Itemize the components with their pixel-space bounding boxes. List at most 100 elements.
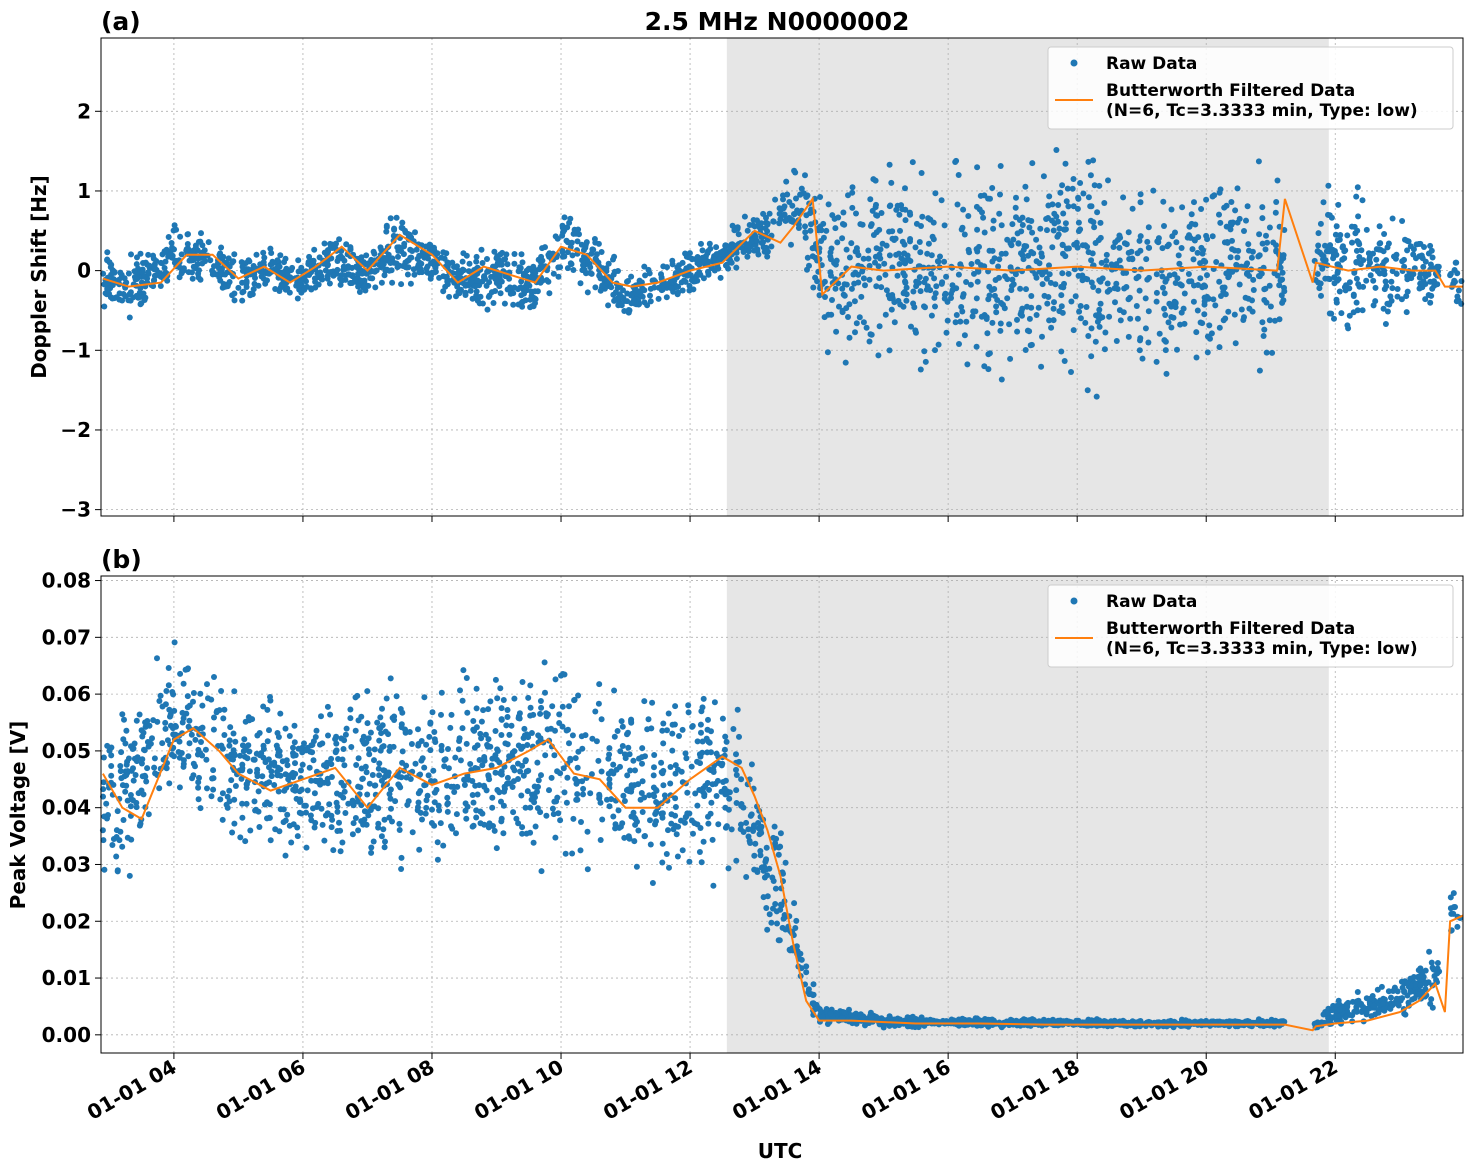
- raw-data-point: [438, 747, 445, 754]
- raw-data-point: [754, 217, 760, 224]
- raw-data-point: [595, 240, 602, 247]
- raw-data-point: [311, 790, 318, 797]
- raw-data-point: [498, 278, 505, 285]
- raw-data-point: [968, 261, 975, 267]
- raw-data-point: [1193, 329, 1200, 336]
- raw-data-point: [762, 858, 769, 865]
- raw-data-point: [404, 258, 411, 265]
- raw-data-point: [453, 830, 459, 837]
- raw-data-point: [1360, 283, 1367, 290]
- raw-data-point: [1273, 199, 1280, 205]
- raw-data-point: [346, 271, 353, 278]
- raw-data-point: [309, 749, 316, 756]
- raw-data-point: [498, 798, 504, 805]
- raw-data-point: [1156, 330, 1163, 337]
- raw-data-point: [1427, 242, 1434, 249]
- raw-data-point: [334, 266, 341, 273]
- raw-data-point: [154, 655, 160, 662]
- raw-data-point: [501, 300, 508, 307]
- raw-data-point: [246, 768, 253, 775]
- raw-data-point: [875, 263, 882, 270]
- raw-data-point: [1101, 346, 1108, 353]
- raw-data-point: [781, 211, 788, 218]
- raw-data-point: [1245, 295, 1252, 302]
- raw-data-point: [101, 303, 108, 310]
- raw-data-point: [674, 853, 681, 860]
- raw-data-point: [108, 772, 115, 779]
- raw-data-point: [231, 290, 238, 297]
- raw-data-point: [1085, 333, 1092, 339]
- raw-data-point: [618, 718, 625, 725]
- raw-data-point: [229, 829, 236, 836]
- raw-data-point: [611, 687, 618, 694]
- raw-data-point: [666, 864, 672, 871]
- raw-data-point: [377, 747, 384, 754]
- raw-data-point: [681, 819, 688, 826]
- raw-data-point: [1200, 283, 1207, 290]
- raw-data-point: [176, 784, 183, 791]
- raw-data-point: [632, 767, 638, 774]
- raw-data-point: [446, 293, 453, 300]
- raw-data-point: [1206, 322, 1213, 329]
- raw-data-point: [1104, 280, 1111, 287]
- raw-data-point: [1266, 224, 1273, 231]
- raw-data-point: [396, 262, 403, 269]
- raw-data-point: [710, 882, 717, 889]
- raw-data-point: [1381, 286, 1388, 293]
- raw-data-point: [986, 247, 993, 254]
- raw-data-point: [841, 281, 848, 288]
- raw-data-point: [1412, 981, 1419, 988]
- raw-data-point: [1274, 177, 1281, 184]
- raw-data-point: [241, 736, 248, 743]
- raw-data-point: [498, 261, 505, 268]
- raw-data-point: [171, 753, 177, 760]
- raw-data-point: [365, 812, 372, 819]
- raw-data-point: [823, 227, 830, 234]
- raw-data-point: [462, 807, 469, 814]
- raw-data-point: [159, 740, 166, 747]
- raw-data-point: [589, 735, 596, 742]
- raw-data-point: [1019, 222, 1026, 228]
- raw-data-point: [713, 244, 720, 251]
- raw-data-point: [1319, 265, 1326, 272]
- raw-data-point: [473, 258, 480, 265]
- raw-data-point: [619, 723, 626, 730]
- raw-data-point: [856, 314, 863, 321]
- raw-data-point: [886, 347, 893, 354]
- raw-data-point: [1075, 195, 1082, 202]
- raw-data-point: [704, 250, 711, 257]
- raw-data-point: [1354, 989, 1361, 995]
- raw-data-point: [1142, 295, 1149, 302]
- raw-data-point: [740, 829, 747, 835]
- raw-data-point: [1090, 284, 1097, 290]
- raw-data-point: [997, 327, 1004, 334]
- raw-data-point: [365, 260, 372, 267]
- raw-data-point: [900, 257, 907, 264]
- raw-data-point: [985, 366, 992, 373]
- raw-data-point: [1096, 306, 1103, 313]
- raw-data-point: [251, 798, 258, 805]
- raw-data-point: [1044, 227, 1050, 234]
- raw-data-point: [570, 267, 577, 273]
- raw-data-point: [659, 840, 666, 847]
- raw-data-point: [382, 728, 389, 735]
- raw-data-point: [1344, 322, 1351, 329]
- raw-data-point: [1434, 965, 1441, 972]
- raw-data-point: [658, 759, 665, 766]
- raw-data-point: [918, 223, 924, 229]
- raw-data-point: [120, 736, 127, 743]
- raw-data-point: [876, 323, 883, 330]
- raw-data-point: [423, 741, 430, 748]
- raw-data-point: [114, 867, 121, 874]
- raw-data-point: [306, 253, 313, 260]
- raw-data-point: [362, 763, 369, 770]
- raw-data-point: [517, 284, 524, 291]
- raw-data-point: [957, 318, 964, 325]
- raw-data-point: [791, 167, 798, 174]
- raw-data-point: [1051, 210, 1058, 217]
- raw-data-point: [1269, 349, 1276, 356]
- raw-data-point: [280, 806, 287, 813]
- raw-data-point: [1326, 248, 1333, 255]
- raw-data-point: [803, 969, 810, 976]
- raw-data-point: [1180, 305, 1187, 312]
